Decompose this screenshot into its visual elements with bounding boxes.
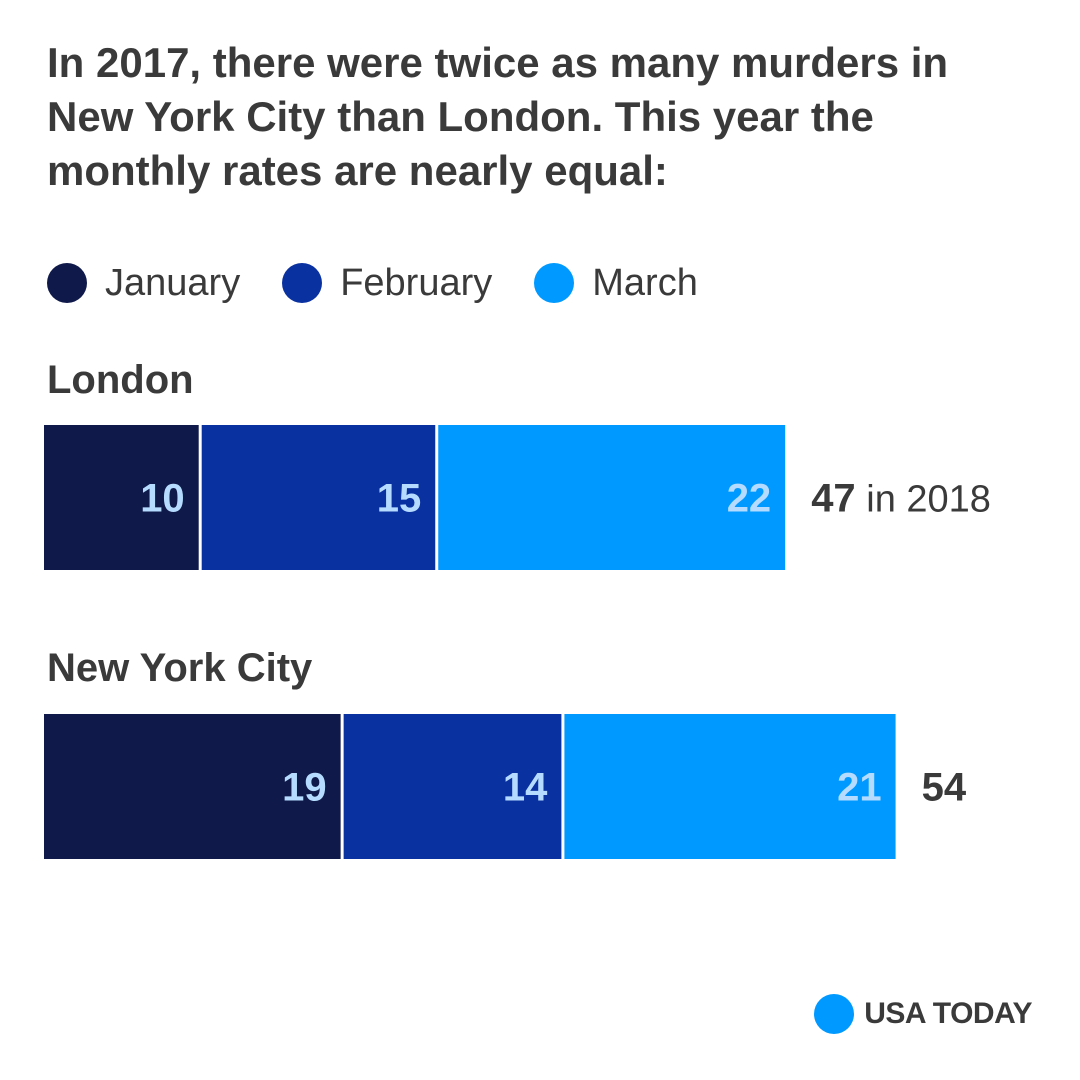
- usa-today-logo-text: USA TODAY: [864, 997, 1032, 1030]
- bar-london-february: [201, 425, 436, 570]
- usa-today-logo: USA TODAY: [814, 994, 1032, 1034]
- value-label-new-york-city-january: 19: [282, 766, 327, 810]
- usa-today-logo-dot: [814, 994, 855, 1034]
- legend-label-february: February: [340, 261, 493, 304]
- legend-item-january: January: [47, 262, 240, 305]
- value-label-london-march: 22: [727, 477, 772, 521]
- legend-label-january: January: [105, 261, 241, 304]
- legend-label-march: March: [592, 261, 698, 304]
- legend-swatch-february: [282, 263, 323, 303]
- value-label-london-january: 10: [140, 477, 185, 521]
- value-label-new-york-city-february: 14: [503, 766, 548, 810]
- legend-item-february: February: [282, 262, 492, 305]
- legend-swatch-january: [47, 263, 87, 303]
- bar-new-york-city-february: [343, 714, 562, 859]
- legend-swatch-march: [534, 263, 575, 303]
- total-label-new-york-city: 54: [922, 766, 967, 810]
- bar-london-march: [438, 425, 786, 570]
- category-label-new-york-city: New York City: [47, 646, 313, 690]
- bar-london-january: [44, 425, 199, 570]
- category-label-london: London: [47, 358, 194, 402]
- value-label-london-february: 15: [377, 477, 422, 521]
- total-label-london: 47 in 2018: [811, 477, 991, 521]
- bar-new-york-city-january: [44, 714, 341, 859]
- value-label-new-york-city-march: 21: [837, 766, 882, 810]
- legend-item-march: March: [534, 262, 698, 305]
- bar-new-york-city-march: [564, 714, 896, 859]
- legend: January February March: [47, 258, 740, 308]
- chart-title: In 2017, there were twice as many murder…: [47, 39, 949, 194]
